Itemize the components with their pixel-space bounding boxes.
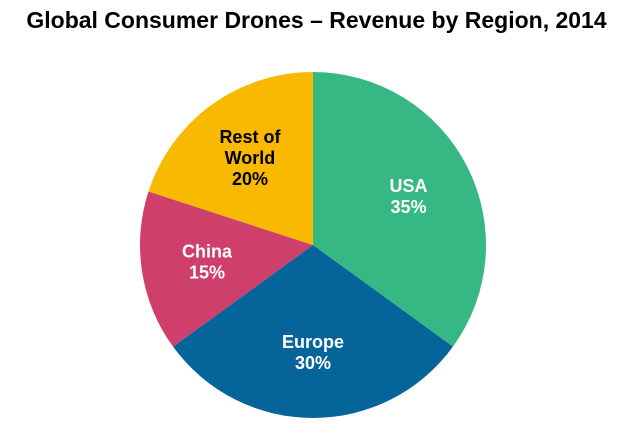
pie-label-rest-of-world: Rest of World 20% (219, 127, 281, 189)
pie-value-label: 35% (391, 197, 427, 217)
pie-label-china: China 15% (182, 241, 233, 282)
chart-title: Global Consumer Drones – Revenue by Regi… (26, 7, 607, 33)
pie-category-label: World (225, 148, 276, 168)
pie-category-label: USA (390, 176, 428, 196)
pie-slice-usa (313, 72, 486, 347)
pie-label-usa: USA 35% (390, 176, 428, 217)
pie-slice-china (140, 191, 313, 347)
pie-category-label: Europe (282, 332, 344, 352)
pie-value-label: 15% (189, 262, 225, 282)
pie-slice-rest-of-world (148, 71, 313, 246)
pie-label-europe: Europe 30% (282, 332, 344, 373)
pie-value-label: 20% (232, 169, 268, 189)
pie-slice-europe (173, 245, 453, 418)
pie-category-label: Rest of (219, 127, 281, 147)
pie-slices (140, 71, 486, 418)
pie-value-label: 30% (295, 353, 331, 373)
pie-category-label: China (182, 241, 233, 261)
pie-labels: USA 35% Europe 30% China 15% Rest of World 20% (182, 127, 428, 373)
